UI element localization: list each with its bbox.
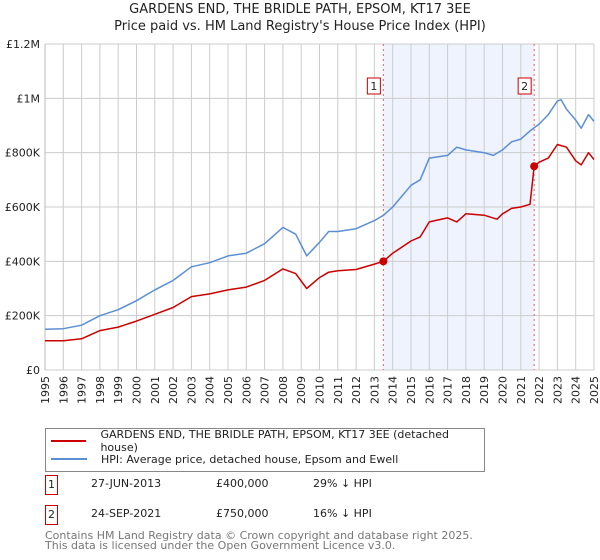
x-tick-label: 1996	[57, 376, 70, 404]
y-tick-label: £0	[26, 364, 40, 377]
sale-label: 2	[521, 80, 528, 93]
legend-swatch-red	[51, 440, 87, 442]
sale-delta: 16% ↓ HPI	[313, 507, 372, 520]
x-tick-label: 2017	[442, 376, 455, 404]
x-tick-label: 1997	[76, 376, 89, 404]
chart-subtitle: Price paid vs. HM Land Registry's House …	[114, 19, 486, 34]
y-tick-label: £1M	[17, 92, 41, 105]
chart: 1995 1996 1997 1998 1999 2000 2001 2002 2003 2004…	[5, 38, 600, 404]
x-tick-label: 2014	[387, 376, 400, 404]
x-tick-label: 2013	[368, 376, 381, 404]
y-tick-label: £1.2M	[6, 38, 40, 51]
sale-label-box	[517, 77, 532, 95]
sale-marker: 1	[45, 475, 58, 495]
x-tick-label: 2005	[222, 376, 235, 404]
x-tick-label: 2018	[460, 376, 473, 404]
sale-label: 1	[370, 80, 377, 93]
legend-swatch-blue	[51, 458, 87, 460]
x-tick-label: 2022	[533, 376, 546, 404]
x-tick-label: 2004	[204, 376, 217, 404]
legend-label: HPI: Average price, detached house, Epso…	[101, 452, 399, 466]
x-tick-label: 2020	[497, 376, 510, 404]
legend-item-hpi: HPI: Average price, detached house, Epso…	[51, 451, 398, 467]
x-tick-label: 1999	[112, 376, 125, 404]
x-tick-label: 2000	[131, 376, 144, 404]
sale-point	[379, 257, 388, 266]
x-tick-label: 2001	[149, 376, 162, 404]
x-tick-label: 2009	[295, 376, 308, 404]
y-tick-label: £800K	[5, 147, 41, 160]
x-tick-label: 2021	[515, 376, 528, 404]
sale-point	[530, 162, 539, 171]
footer-line: This data is licensed under the Open Gov…	[45, 539, 396, 552]
sale-date: 27-JUN-2013	[91, 477, 162, 490]
x-tick-label: 2008	[277, 376, 290, 404]
x-tick-label: 2025	[588, 376, 600, 404]
sale-label-box	[366, 77, 381, 95]
y-tick-label: £400K	[5, 255, 41, 268]
footer: Contains HM Land Registry data © Crown c…	[45, 529, 473, 552]
sale-marker: 2	[45, 505, 58, 525]
footer-line: Contains HM Land Registry data © Crown c…	[45, 529, 473, 542]
sale-delta: 29% ↓ HPI	[313, 477, 372, 490]
x-tick-label: 2002	[167, 376, 180, 404]
legend-label: GARDENS END, THE BRIDLE PATH, EPSOM, KT1…	[100, 428, 449, 454]
x-tick-label: 2010	[314, 376, 327, 404]
x-tick-label: 2023	[551, 376, 564, 404]
sale-date: 24-SEP-2021	[91, 507, 162, 520]
sale-price: £400,000	[216, 477, 269, 490]
property-price-line	[45, 143, 595, 342]
legend: GARDENS END, THE BRIDLE PATH, EPSOM, KT1…	[45, 428, 485, 472]
sale-price: £750,000	[216, 507, 269, 520]
x-tick-label: 2007	[259, 376, 272, 404]
x-tick-label: 2006	[240, 376, 253, 404]
y-tick-label: £200K	[5, 310, 41, 323]
x-tick-label: 2003	[185, 376, 198, 404]
x-tick-label: 2011	[332, 376, 345, 404]
x-tick-label: 2024	[570, 376, 583, 404]
chart-title: GARDENS END, THE BRIDLE PATH, EPSOM, KT1…	[129, 2, 471, 17]
x-tick-label: 1998	[94, 376, 107, 404]
x-tick-label: 2019	[478, 376, 491, 404]
x-tick-label: 2015	[405, 376, 418, 404]
y-tick-label: £600K	[5, 201, 41, 214]
x-tick-label: 2012	[350, 376, 363, 404]
hpi-line	[44, 98, 595, 331]
legend-item-property: GARDENS END, THE BRIDLE PATH, EPSOM, KT1…	[51, 428, 484, 454]
x-tick-label: 1995	[39, 376, 52, 404]
x-tick-label: 2016	[423, 376, 436, 404]
